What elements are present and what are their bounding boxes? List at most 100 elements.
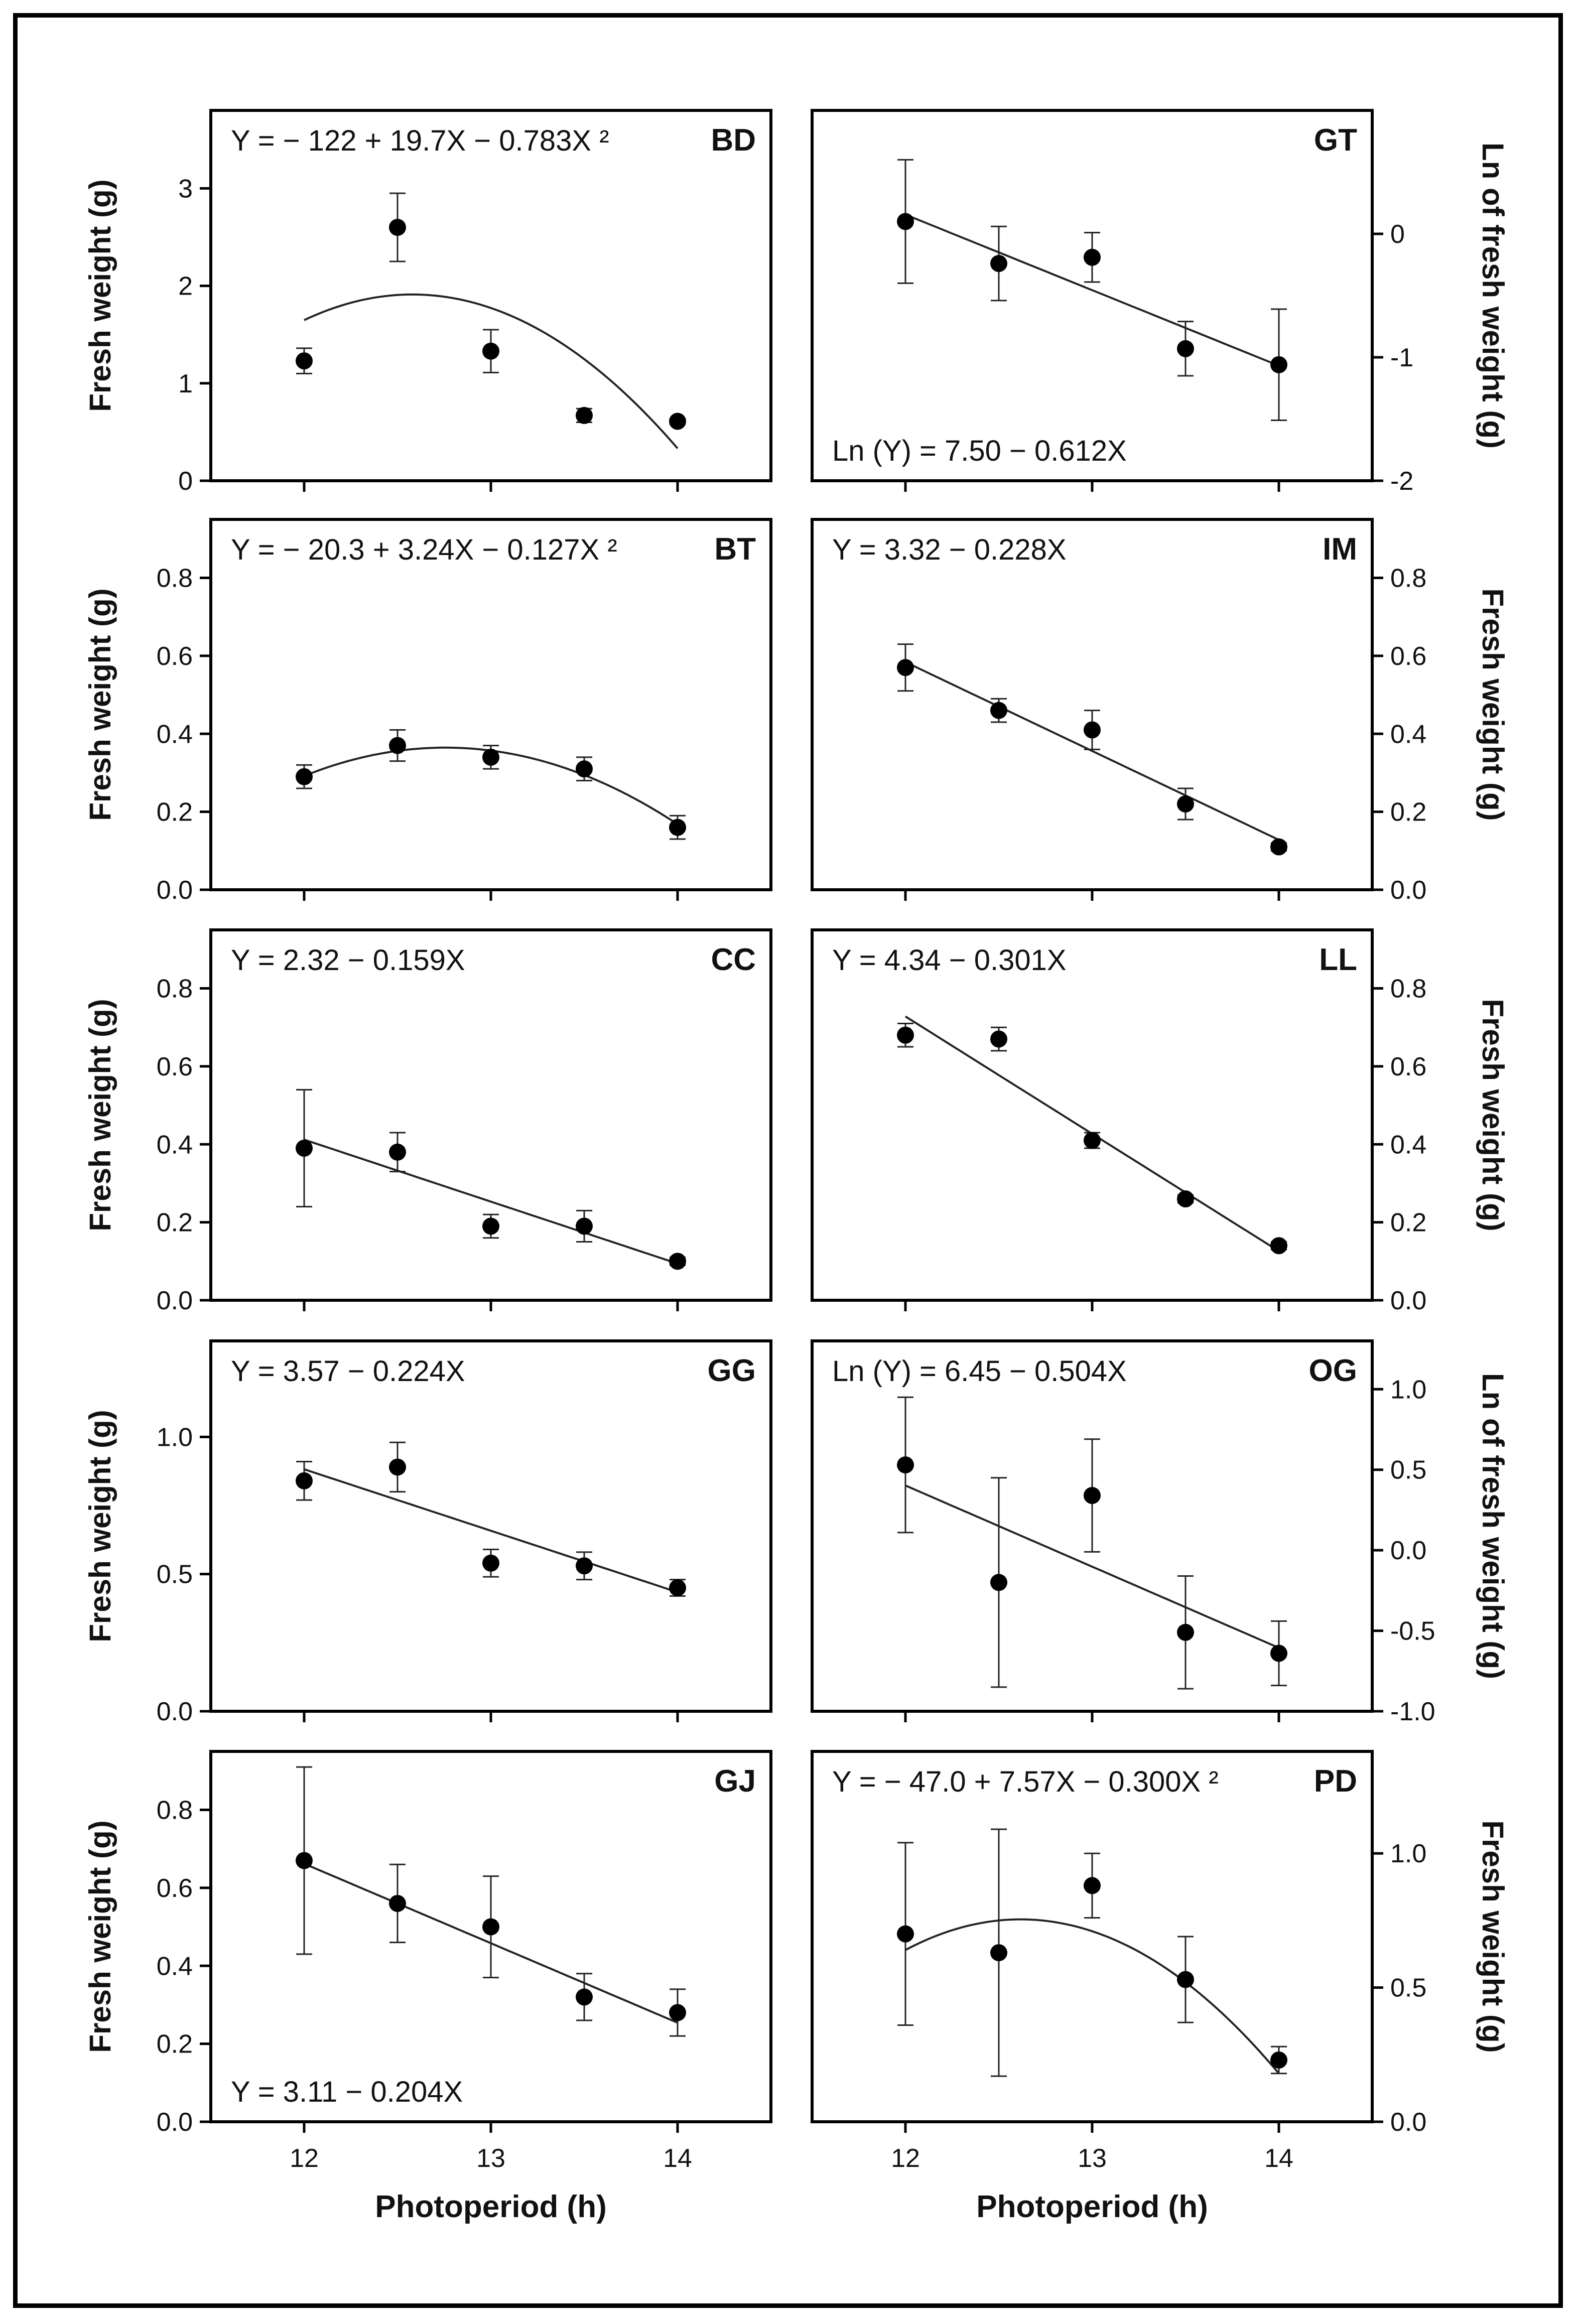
data-point <box>1270 1645 1287 1662</box>
y-tick-label: 0.8 <box>1390 564 1426 593</box>
y-tick-label: -2 <box>1390 467 1413 496</box>
panel-gt: -2 -1 0 Ln of fresh weight (g) Ln (Y) = 7.50… <box>811 109 1510 496</box>
x-tick-label: 14 <box>1264 2144 1293 2173</box>
y-tick-label: 0 <box>1390 220 1405 249</box>
panel-ll: 0.0 0.2 0.4 0.6 0.8 Fresh weight (g) Y = 4.34 … <box>811 928 1510 1315</box>
data-point <box>897 1456 914 1474</box>
data-point <box>576 1217 593 1235</box>
equation: Y = − 47.0 + 7.57X − 0.300X ² <box>832 1765 1219 1798</box>
fit-line <box>304 293 679 449</box>
data-point <box>482 1217 499 1235</box>
y-tick-label: 1.0 <box>1390 1375 1426 1404</box>
equation: Ln (Y) = 7.50 − 0.612X <box>832 435 1127 467</box>
panel-code: CC <box>711 942 756 977</box>
panel-code: BD <box>711 123 756 158</box>
data-point <box>1084 248 1101 266</box>
data-point <box>1177 795 1194 813</box>
y-axis-title: Fresh weight (g) <box>83 179 117 412</box>
data-point <box>576 760 593 778</box>
data-point <box>576 1988 593 2006</box>
data-point <box>1084 721 1101 739</box>
y-tick-label: 0.8 <box>1390 975 1426 1004</box>
x-axis-title: Photoperiod (h) <box>976 2190 1208 2224</box>
y-axis-title: Fresh weight (g) <box>83 1820 117 2053</box>
panel-code: GJ <box>714 1764 756 1799</box>
data-point <box>1270 2052 1287 2069</box>
y-tick-label: 0.6 <box>1390 1052 1426 1081</box>
y-tick-label: 1.0 <box>1390 1839 1426 1868</box>
x-axis-title: Photoperiod (h) <box>375 2190 606 2224</box>
y-axis-title: Fresh weight (g) <box>83 588 117 821</box>
panel-pd: 0.0 0.5 1.0 12 13 14 Fresh weight (g) Y = − 47.… <box>811 1750 1510 2173</box>
y-tick-label: 0.2 <box>157 1208 193 1238</box>
data-point <box>1084 1132 1101 1149</box>
y-tick-label: 0.5 <box>157 1560 193 1589</box>
y-tick-label: 0.0 <box>1390 876 1426 905</box>
data-point <box>669 1579 686 1596</box>
panel-bd: 0 1 2 3 Fresh weight (g) Y = − 122 + 19.7X − … <box>83 109 772 496</box>
panel-code: GG <box>708 1353 756 1388</box>
y-axis-title: Fresh weight (g) <box>83 1410 117 1642</box>
panel-code: PD <box>1314 1764 1357 1799</box>
equation: Y = − 122 + 19.7X − 0.783X ² <box>231 124 609 157</box>
y-tick-label: 0.4 <box>157 1952 193 1981</box>
y-tick-label: 2 <box>178 272 193 301</box>
data-point <box>990 1944 1007 1962</box>
data-point <box>990 702 1007 719</box>
panel-code: LL <box>1319 942 1357 977</box>
y-tick-label: 0.0 <box>1390 2108 1426 2137</box>
panel-bt: 0.0 0.2 0.4 0.6 0.8 Fresh weight (g) Y = − 20.… <box>83 518 772 905</box>
x-tick-label: 12 <box>290 2144 319 2173</box>
data-point <box>296 768 313 785</box>
y-axis-title: Fresh weight (g) <box>1476 999 1510 1231</box>
y-tick-label: 0.6 <box>157 1052 193 1081</box>
data-point <box>1084 1487 1101 1505</box>
y-tick-label: 0.4 <box>1390 720 1426 749</box>
fit-line <box>905 213 1279 367</box>
fit-line <box>905 1484 1279 1649</box>
y-tick-label: 0.0 <box>157 2108 193 2137</box>
fit-line <box>905 1918 1280 2074</box>
fit-line <box>304 1139 678 1265</box>
x-tick-label: 12 <box>891 2144 920 2173</box>
plot-area <box>811 518 1374 891</box>
y-tick-label: 0.6 <box>157 1874 193 1903</box>
data-point <box>897 1026 914 1044</box>
y-tick-label: 1.0 <box>157 1423 193 1452</box>
figure-frame: 0 1 2 3 Fresh weight (g) Y = − 122 + 19.7X − … <box>13 13 1563 2308</box>
data-point <box>669 818 686 836</box>
y-tick-label: 0.0 <box>157 876 193 905</box>
data-point <box>576 1557 593 1575</box>
y-tick-label: 0.8 <box>157 1796 193 1825</box>
y-tick-label: 0.2 <box>157 2030 193 2059</box>
panel-code: OG <box>1309 1353 1357 1388</box>
data-point <box>669 2004 686 2021</box>
y-tick-label: 0.2 <box>157 798 193 827</box>
y-tick-label: 0.0 <box>157 1286 193 1315</box>
y-tick-label: 0.6 <box>157 642 193 671</box>
data-point <box>389 1894 406 1912</box>
data-point <box>482 1554 499 1572</box>
data-point <box>1177 340 1194 357</box>
x-tick-label: 13 <box>1078 2144 1107 2173</box>
equation: Y = 3.57 − 0.224X <box>231 1355 465 1388</box>
data-point <box>576 406 593 424</box>
data-point <box>1270 838 1287 856</box>
plot-area <box>209 518 772 891</box>
data-point <box>897 659 914 676</box>
data-point <box>296 1140 313 1157</box>
data-point <box>1177 1623 1194 1641</box>
data-point <box>990 1574 1007 1591</box>
data-point <box>990 1030 1007 1048</box>
data-point <box>1270 1237 1287 1255</box>
panel-code: GT <box>1314 123 1357 158</box>
equation: Y = − 20.3 + 3.24X − 0.127X ² <box>231 533 617 566</box>
y-tick-label: 0.2 <box>1390 1208 1426 1238</box>
data-point <box>296 1852 313 1869</box>
plot-area <box>209 928 772 1302</box>
x-tick-label: 14 <box>663 2144 692 2173</box>
data-point <box>389 219 406 236</box>
fit-line <box>304 1468 678 1593</box>
data-point <box>482 748 499 766</box>
